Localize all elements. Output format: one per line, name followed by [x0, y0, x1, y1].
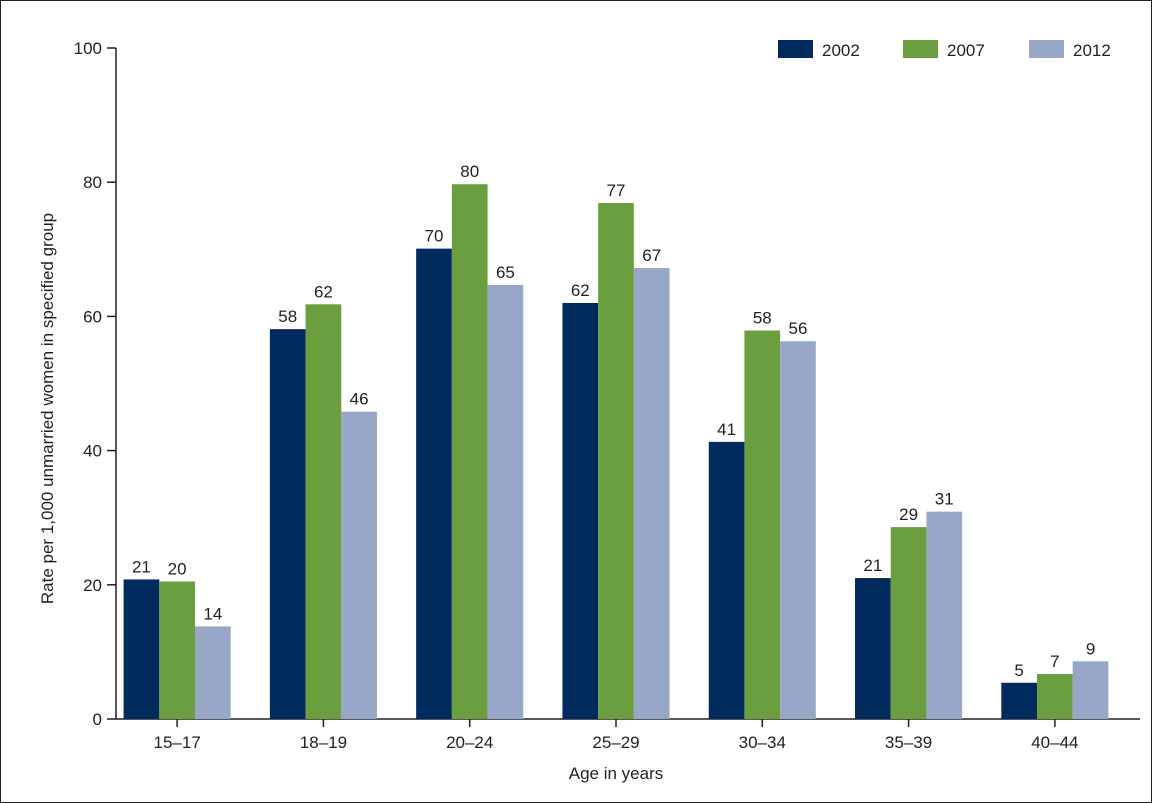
x-tick-label: 40–44	[1031, 733, 1078, 752]
bar-2002-5	[855, 578, 891, 719]
bars	[123, 184, 1109, 720]
data-label-2002-5: 21	[863, 556, 882, 575]
data-label-2012-6: 9	[1086, 639, 1095, 658]
bar-2007-4	[744, 330, 781, 719]
data-label-2007-2: 80	[460, 162, 479, 181]
bar-2002-2	[416, 248, 452, 719]
data-label-2012-5: 31	[935, 490, 954, 509]
data-label-2007-3: 77	[607, 181, 626, 200]
data-label-2007-1: 62	[314, 282, 333, 301]
bar-2002-1	[269, 329, 306, 719]
y-axis-title: Rate per 1,000 unmarried women in specif…	[38, 213, 57, 604]
x-tick-label: 30–34	[739, 733, 786, 752]
x-axis-ticks: 15–17 18–19 20–24 25–29 30–34 35–39 40–44	[154, 719, 1078, 752]
data-label-2012-2: 65	[496, 263, 515, 282]
bar-2007-5	[890, 527, 927, 719]
bar-2012-3	[633, 268, 670, 719]
bar-2007-2	[451, 184, 488, 719]
y-tick-label: 60	[83, 307, 102, 326]
data-labels: 21 20 14 58 62 46 70 80 65 62 77 67 41 58 56 21 29 31 5 7 9	[132, 162, 1095, 680]
legend-swatch-2007	[903, 40, 938, 58]
legend-label-2002: 2002	[822, 41, 860, 60]
legend-swatch-2012	[1029, 40, 1064, 58]
data-label-2002-0: 21	[132, 557, 151, 576]
data-label-2002-6: 5	[1014, 661, 1023, 680]
bar-2012-0	[194, 626, 231, 719]
data-label-2007-4: 58	[753, 308, 772, 327]
data-label-2002-1: 58	[278, 307, 297, 326]
bar-2002-0	[123, 579, 160, 719]
legend: 2002 2007 2012	[778, 40, 1111, 60]
bar-2012-4	[780, 341, 816, 719]
data-label-2002-3: 62	[571, 281, 590, 300]
x-tick-label: 15–17	[154, 733, 201, 752]
legend-label-2012: 2012	[1073, 41, 1111, 60]
y-axis-ticks: 0 20 40 60 80 100	[74, 39, 116, 729]
data-label-2007-0: 20	[168, 559, 187, 578]
x-tick-label: 25–29	[592, 733, 639, 752]
x-tick-label: 18–19	[300, 733, 347, 752]
y-tick-label: 100	[74, 39, 102, 58]
data-label-2007-6: 7	[1050, 652, 1059, 671]
bar-2012-2	[487, 284, 524, 719]
legend-label-2007: 2007	[947, 41, 985, 60]
bar-2002-6	[1001, 682, 1038, 719]
data-label-2002-2: 70	[425, 227, 444, 246]
data-label-2007-5: 29	[899, 505, 918, 524]
data-label-2002-4: 41	[717, 420, 736, 439]
data-label-2012-3: 67	[642, 246, 661, 265]
x-tick-label: 20–24	[446, 733, 493, 752]
bar-2012-5	[926, 511, 963, 719]
data-label-2012-4: 56	[789, 319, 808, 338]
bar-2012-6	[1072, 661, 1109, 719]
legend-swatch-2002	[778, 40, 813, 58]
x-axis-title: Age in years	[569, 764, 664, 783]
y-tick-label: 80	[83, 173, 102, 192]
data-label-2012-1: 46	[350, 390, 369, 409]
y-tick-label: 40	[83, 442, 102, 461]
data-label-2012-0: 14	[203, 604, 222, 623]
bar-2002-4	[708, 441, 745, 719]
y-tick-label: 0	[93, 710, 102, 729]
bar-2007-3	[598, 203, 634, 720]
bar-2007-1	[305, 304, 342, 719]
bar-2012-1	[341, 411, 377, 719]
bar-2002-3	[562, 302, 599, 719]
y-tick-label: 20	[83, 576, 102, 595]
x-tick-label: 35–39	[885, 733, 932, 752]
bar-2007-0	[159, 581, 195, 719]
bar-2007-6	[1037, 674, 1073, 719]
